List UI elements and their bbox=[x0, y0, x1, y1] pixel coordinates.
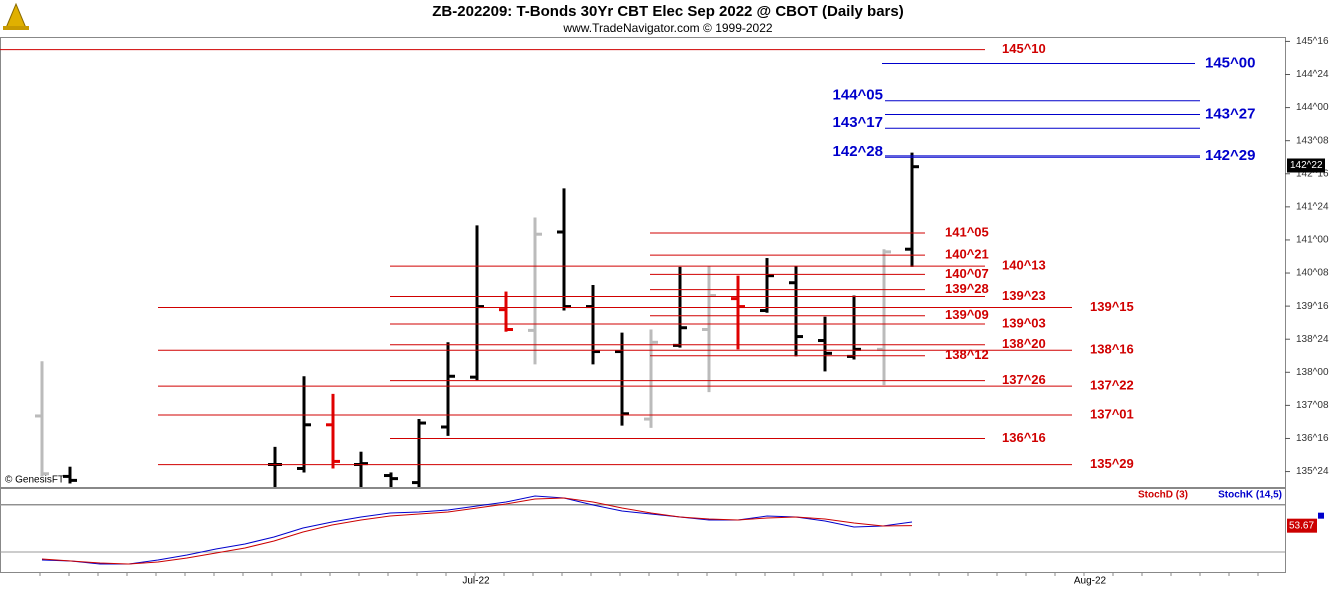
x-label: Aug-22 bbox=[1074, 576, 1107, 587]
level-label: 138^16 bbox=[1090, 342, 1134, 357]
y-tick-label: 142^16 bbox=[1296, 168, 1329, 179]
level-label: 139^23 bbox=[1002, 288, 1046, 303]
level-label: 144^05 bbox=[833, 87, 883, 104]
y-tick-label: 137^08 bbox=[1296, 400, 1329, 411]
level-label: 139^03 bbox=[1002, 315, 1046, 330]
level-label: 137^22 bbox=[1090, 378, 1134, 393]
level-label: 138^20 bbox=[1002, 336, 1046, 351]
y-tick-label: 136^16 bbox=[1296, 433, 1329, 444]
level-label: 143^17 bbox=[833, 114, 883, 131]
y-tick-label: 138^24 bbox=[1296, 334, 1329, 345]
level-label: 137^26 bbox=[1002, 372, 1046, 387]
level-label: 145^10 bbox=[1002, 41, 1046, 56]
y-tick-label: 143^08 bbox=[1296, 135, 1329, 146]
logo bbox=[3, 2, 29, 30]
y-tick-label: 139^16 bbox=[1296, 301, 1329, 312]
stoch-k-flag bbox=[1318, 512, 1324, 519]
level-label: 135^29 bbox=[1090, 456, 1134, 471]
level-label: 142^28 bbox=[833, 143, 883, 160]
level-label: 139^15 bbox=[1090, 299, 1134, 314]
level-label: 141^05 bbox=[945, 224, 989, 239]
last-price-box bbox=[1287, 158, 1325, 173]
level-label: 140^07 bbox=[945, 266, 989, 281]
y-tick-label: 135^24 bbox=[1296, 466, 1329, 477]
level-label: 142^29 bbox=[1205, 147, 1255, 164]
credit: © GenesisFT bbox=[5, 475, 64, 486]
y-tick-label: 141^00 bbox=[1296, 235, 1329, 246]
y-tick-label: 144^00 bbox=[1296, 102, 1329, 113]
y-tick-label: 144^24 bbox=[1296, 69, 1329, 80]
bars bbox=[35, 152, 919, 487]
y-tick-label: 141^24 bbox=[1296, 201, 1329, 212]
stoch-value-box bbox=[1287, 518, 1317, 533]
level-label: 136^16 bbox=[1002, 430, 1046, 445]
legend-entry: StochD (3) bbox=[1138, 490, 1188, 501]
last-price-label: 142^22 bbox=[1290, 160, 1323, 171]
level-label: 143^27 bbox=[1205, 105, 1255, 122]
level-label: 139^09 bbox=[945, 307, 989, 322]
y-tick-label: 138^00 bbox=[1296, 367, 1329, 378]
y-tick-label: 140^08 bbox=[1296, 268, 1329, 279]
level-label: 137^01 bbox=[1090, 406, 1134, 421]
price-pane bbox=[0, 37, 1286, 488]
level-label: 138^12 bbox=[945, 347, 989, 362]
chart-subtitle: www.TradeNavigator.com © 1999-2022 bbox=[562, 21, 772, 35]
stoch-line bbox=[41, 497, 913, 565]
level-label: 139^28 bbox=[945, 281, 989, 296]
legend-entry: StochK (14,5) bbox=[1218, 490, 1282, 501]
x-label: Jul-22 bbox=[462, 576, 490, 587]
chart-title: ZB-202209: T-Bonds 30Yr CBT Elec Sep 202… bbox=[432, 3, 903, 20]
level-label: 140^13 bbox=[1002, 258, 1046, 273]
stoch-line bbox=[41, 495, 913, 565]
stoch-value-label: 53.67 bbox=[1289, 520, 1314, 531]
level-label: 145^00 bbox=[1205, 54, 1255, 71]
level-label: 140^21 bbox=[945, 247, 989, 262]
y-tick-label: 145^16 bbox=[1296, 36, 1329, 47]
